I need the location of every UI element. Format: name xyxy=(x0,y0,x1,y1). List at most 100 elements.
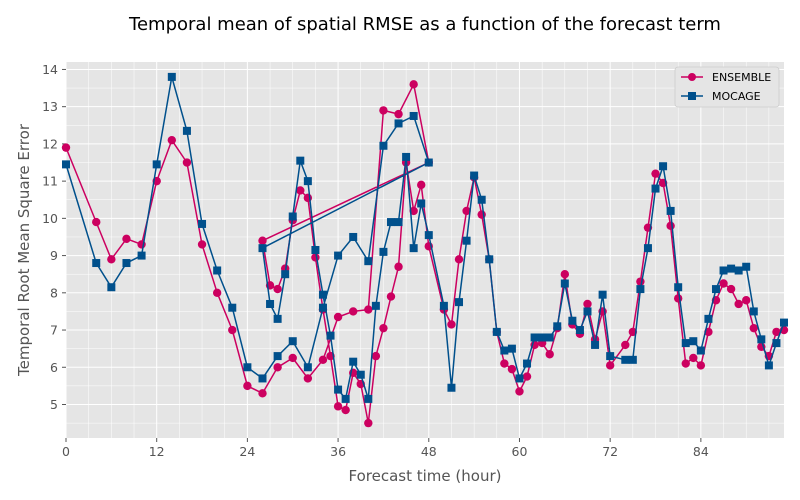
data-point-mocage xyxy=(704,314,713,323)
data-point-ensemble xyxy=(258,236,267,245)
data-point-ensemble xyxy=(394,262,403,271)
data-point-mocage xyxy=(288,337,297,346)
data-point-ensemble xyxy=(364,418,373,428)
data-point-mocage xyxy=(318,290,327,299)
y-axis-label: Temporal Root Mean Square Error xyxy=(15,123,33,377)
data-point-mocage xyxy=(182,126,191,135)
data-point-mocage xyxy=(326,331,335,340)
data-point-mocage xyxy=(273,352,282,361)
data-point-mocage xyxy=(258,374,267,383)
data-point-mocage xyxy=(538,333,547,342)
data-point-mocage xyxy=(455,298,464,307)
data-point-mocage xyxy=(470,171,479,180)
data-point-mocage xyxy=(727,264,736,273)
data-point-ensemble xyxy=(318,355,328,365)
data-point-mocage xyxy=(303,363,312,372)
data-point-ensemble xyxy=(303,374,313,383)
data-point-mocage xyxy=(666,206,675,215)
data-point-ensemble xyxy=(696,361,706,370)
data-point-mocage xyxy=(152,160,161,169)
x-ticks: 0 12 24 36 48 60 72 84 xyxy=(62,438,709,459)
data-point-ensemble xyxy=(371,351,381,361)
data-point-mocage xyxy=(137,251,146,260)
data-point-mocage xyxy=(462,236,471,245)
data-point-mocage xyxy=(545,333,554,342)
x-tick-label: 36 xyxy=(330,444,346,459)
data-point-mocage xyxy=(711,285,720,294)
data-point-ensemble xyxy=(651,169,660,178)
data-point-ensemble xyxy=(500,359,509,368)
plot-area xyxy=(66,62,784,438)
data-point-mocage xyxy=(643,244,652,253)
data-point-mocage xyxy=(281,270,290,279)
data-point-ensemble xyxy=(742,296,751,305)
legend-marker-ensemble xyxy=(688,73,696,81)
data-point-mocage xyxy=(386,218,395,227)
data-point-mocage xyxy=(500,346,509,355)
y-tick-label: 9 xyxy=(50,248,58,263)
data-point-mocage xyxy=(719,266,728,275)
data-point-ensemble xyxy=(394,109,403,119)
y-tick-label: 8 xyxy=(50,285,58,300)
data-point-ensemble xyxy=(349,307,358,316)
data-point-ensemble xyxy=(447,320,456,329)
y-tick-label: 7 xyxy=(50,323,58,338)
data-point-mocage xyxy=(659,162,668,171)
data-point-mocage xyxy=(409,244,418,253)
data-point-mocage xyxy=(674,283,683,292)
data-point-ensemble xyxy=(333,402,343,411)
legend-label-mocage: MOCAGE xyxy=(712,90,761,103)
data-point-ensemble xyxy=(605,361,615,370)
data-point-mocage xyxy=(409,111,418,120)
data-point-mocage xyxy=(92,259,101,268)
data-point-mocage xyxy=(228,303,237,312)
data-point-mocage xyxy=(318,303,327,312)
data-point-ensemble xyxy=(560,269,570,279)
y-tick-label: 10 xyxy=(42,211,58,226)
series-line-mocage xyxy=(65,76,785,400)
series-mocage xyxy=(62,72,788,403)
data-point-mocage xyxy=(334,251,343,260)
data-point-ensemble xyxy=(772,327,781,337)
data-point-ensemble xyxy=(228,325,237,335)
data-point-mocage xyxy=(311,246,320,254)
legend-label-ensemble: ENSEMBLE xyxy=(712,71,771,84)
data-point-mocage xyxy=(394,218,403,227)
data-point-mocage xyxy=(62,160,70,169)
data-point-mocage xyxy=(742,262,751,271)
data-point-mocage xyxy=(371,301,380,310)
data-point-mocage xyxy=(417,199,426,208)
data-point-mocage xyxy=(107,283,116,292)
data-point-mocage xyxy=(424,231,433,240)
data-point-mocage xyxy=(681,339,690,348)
data-point-mocage xyxy=(349,232,358,241)
data-point-mocage xyxy=(213,266,222,275)
x-tick-label: 12 xyxy=(149,444,165,459)
data-point-mocage xyxy=(780,318,788,327)
legend-marker-mocage xyxy=(688,92,696,100)
data-point-ensemble xyxy=(333,312,343,322)
data-point-mocage xyxy=(598,290,607,299)
data-point-mocage xyxy=(515,374,524,383)
data-point-ensemble xyxy=(673,294,683,303)
data-point-mocage xyxy=(560,279,569,288)
data-point-ensemble xyxy=(341,405,350,415)
data-point-mocage xyxy=(689,337,698,346)
data-point-mocage xyxy=(424,158,433,167)
data-point-ensemble xyxy=(409,206,418,216)
data-point-mocage xyxy=(568,316,577,325)
data-point-mocage xyxy=(583,307,592,316)
x-tick-label: 24 xyxy=(239,444,255,459)
data-point-ensemble xyxy=(288,353,297,363)
data-point-mocage xyxy=(628,355,637,364)
data-point-mocage xyxy=(591,340,600,349)
y-tick-label: 12 xyxy=(42,136,58,151)
data-point-mocage xyxy=(772,339,781,348)
data-point-ensemble xyxy=(364,305,373,314)
data-point-ensemble xyxy=(182,158,192,167)
data-point-mocage xyxy=(447,383,456,392)
data-point-mocage xyxy=(477,195,486,204)
data-point-mocage xyxy=(266,299,275,308)
data-point-mocage xyxy=(696,346,705,355)
